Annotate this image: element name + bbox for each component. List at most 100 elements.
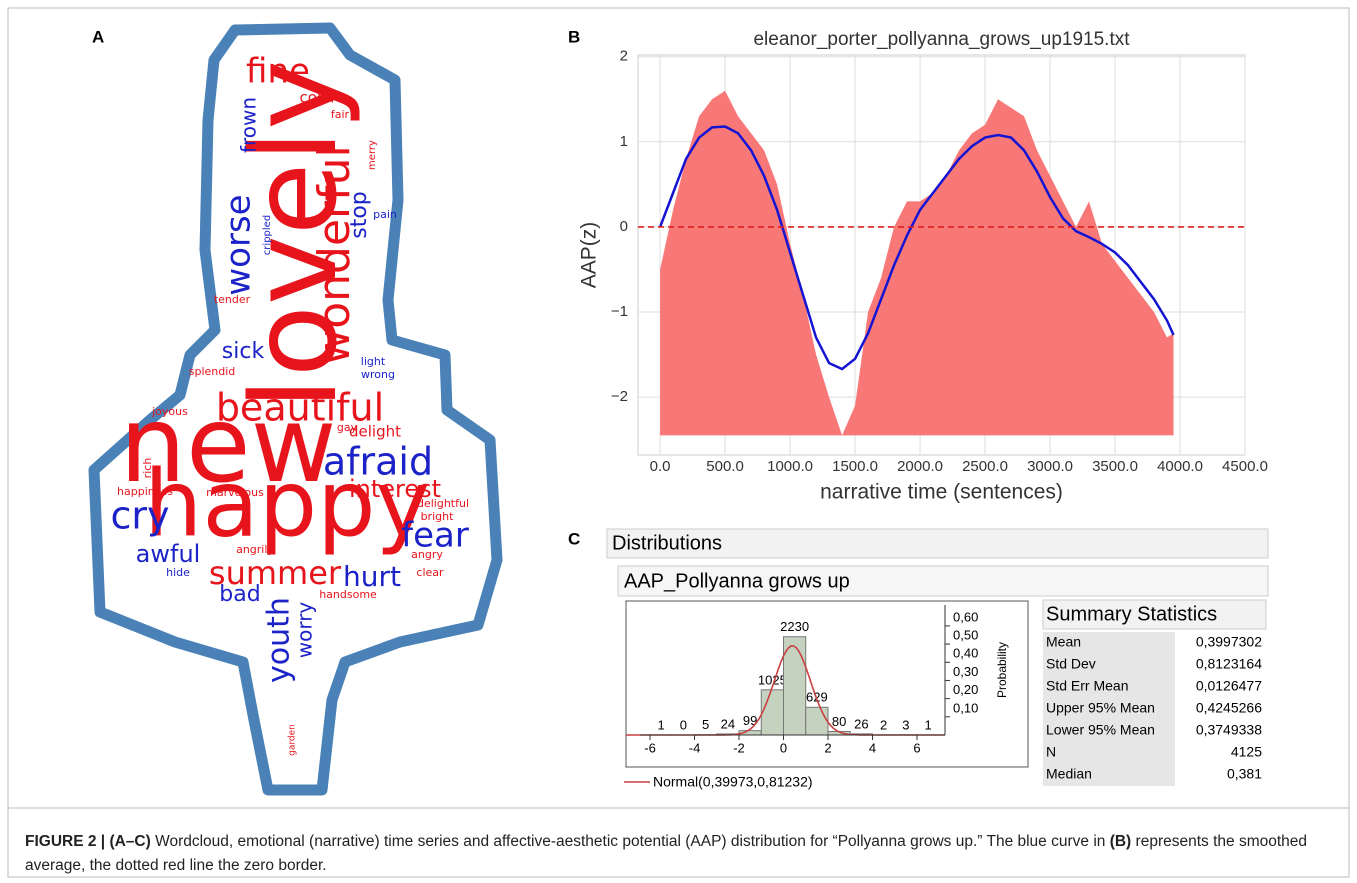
word: lovely <box>225 60 363 410</box>
histogram-frame <box>625 600 1029 768</box>
area <box>660 90 1174 436</box>
panel-label: A <box>92 27 104 46</box>
word: wonderful <box>309 145 360 364</box>
word: splendid <box>189 365 236 378</box>
y-axis-label: AAP(z) <box>578 222 601 289</box>
x-tick-label: 0.0 <box>650 458 671 475</box>
subheader-bar <box>617 565 1269 597</box>
count-label: 2 <box>880 717 887 732</box>
word: hurt <box>343 560 401 593</box>
count-label: 80 <box>832 714 846 729</box>
y-tick-label: −2 <box>611 388 628 405</box>
y-tick-label: −1 <box>611 303 628 320</box>
summary-title: Summary Statistics <box>1046 603 1217 625</box>
silhouette <box>88 22 503 796</box>
stat-label: N <box>1046 744 1056 760</box>
x-tick-label: 500.0 <box>706 458 744 475</box>
word: pain <box>373 208 397 221</box>
word: color <box>300 89 338 107</box>
bar <box>805 706 829 736</box>
bar <box>760 689 784 736</box>
x-tick-label: 1000.0 <box>767 458 813 475</box>
word: clear <box>416 566 444 579</box>
frame <box>7 7 1350 878</box>
word: garden <box>288 724 298 756</box>
word: cry <box>110 494 169 538</box>
word: wrong <box>361 368 395 381</box>
header-bar <box>606 528 1269 559</box>
word: fine <box>246 52 310 92</box>
stat-label: Std Err Mean <box>1046 678 1128 694</box>
caption-label: FIGURE 2 | <box>25 833 106 850</box>
word: frown <box>237 97 261 153</box>
word: new <box>119 384 336 506</box>
word: delightful <box>417 497 469 510</box>
word: bad <box>219 582 260 607</box>
distributions-title: Distributions <box>612 532 722 554</box>
word: light <box>361 355 386 368</box>
word: fear <box>401 516 469 556</box>
word: angrily <box>236 543 274 556</box>
x-tick-label: 2500.0 <box>962 458 1008 475</box>
chart-title: eleanor_porter_pollyanna_grows_up1915.tx… <box>753 29 1130 50</box>
count-label: 99 <box>743 713 757 728</box>
x-tick-label: 3000.0 <box>1027 458 1073 475</box>
x-tick-label: -4 <box>689 740 701 755</box>
x-tick-label: 3500.0 <box>1092 458 1138 475</box>
word: summer <box>209 554 342 592</box>
x-tick-label: 6 <box>913 740 920 755</box>
y2-tick-label: 0,60 <box>953 609 978 624</box>
count-label: 24 <box>721 716 735 731</box>
stat-value: 0,0126477 <box>1196 678 1262 694</box>
x-tick-label: 1500.0 <box>832 458 878 475</box>
x-tick-label: -6 <box>644 740 656 755</box>
word: crippled <box>262 215 273 255</box>
y2-tick-label: 0,10 <box>953 700 978 715</box>
y-tick-label: 0 <box>620 218 628 235</box>
word: beautiful <box>216 386 384 430</box>
stat-value: 4125 <box>1231 744 1262 760</box>
caption: FIGURE 2 | (A–C) Wordcloud, emotional (n… <box>25 830 1315 878</box>
word: tender <box>214 293 251 306</box>
y2-tick-label: 0,50 <box>953 628 978 643</box>
stat-value: 0,4245266 <box>1196 700 1262 716</box>
word: happiness <box>117 485 173 498</box>
word: hide <box>166 566 190 579</box>
stat-label: Median <box>1046 766 1092 782</box>
y2-tick-label: 0,40 <box>953 646 978 661</box>
word: marvelous <box>206 486 264 499</box>
bar <box>782 636 807 736</box>
line <box>658 125 1175 371</box>
word: interest <box>349 475 441 503</box>
summary-label-column <box>1043 632 1175 786</box>
word: afraid <box>323 440 433 484</box>
word: joyous <box>151 405 188 418</box>
caption-panels: (A–C) <box>109 833 151 850</box>
stat-value: 0,8123164 <box>1196 656 1262 672</box>
word: delight <box>349 423 401 441</box>
word: worse <box>219 194 259 295</box>
stat-label: Mean <box>1046 634 1081 650</box>
y-tick-label: 1 <box>620 133 628 150</box>
word: stop <box>347 191 372 239</box>
stat-value: 0,381 <box>1227 766 1262 782</box>
count-label: 1025 <box>758 672 787 687</box>
word: sick <box>222 339 265 364</box>
y2-tick-label: 0,20 <box>953 682 978 697</box>
count-label: 1 <box>924 717 931 732</box>
y2-tick-label: 0,30 <box>953 664 978 679</box>
panel-label: B <box>568 27 580 46</box>
count-label: 3 <box>902 717 909 732</box>
x-tick-label: 4 <box>869 740 876 755</box>
word: happy <box>144 450 430 557</box>
y-tick-label: 2 <box>620 48 628 65</box>
count-label: 5 <box>702 717 709 732</box>
word: worry <box>293 602 317 659</box>
stat-label: Upper 95% Mean <box>1046 700 1155 716</box>
word: angry <box>411 548 443 561</box>
word: awful <box>136 540 201 568</box>
count-label: 1 <box>658 717 665 732</box>
summary-header <box>1042 599 1267 630</box>
